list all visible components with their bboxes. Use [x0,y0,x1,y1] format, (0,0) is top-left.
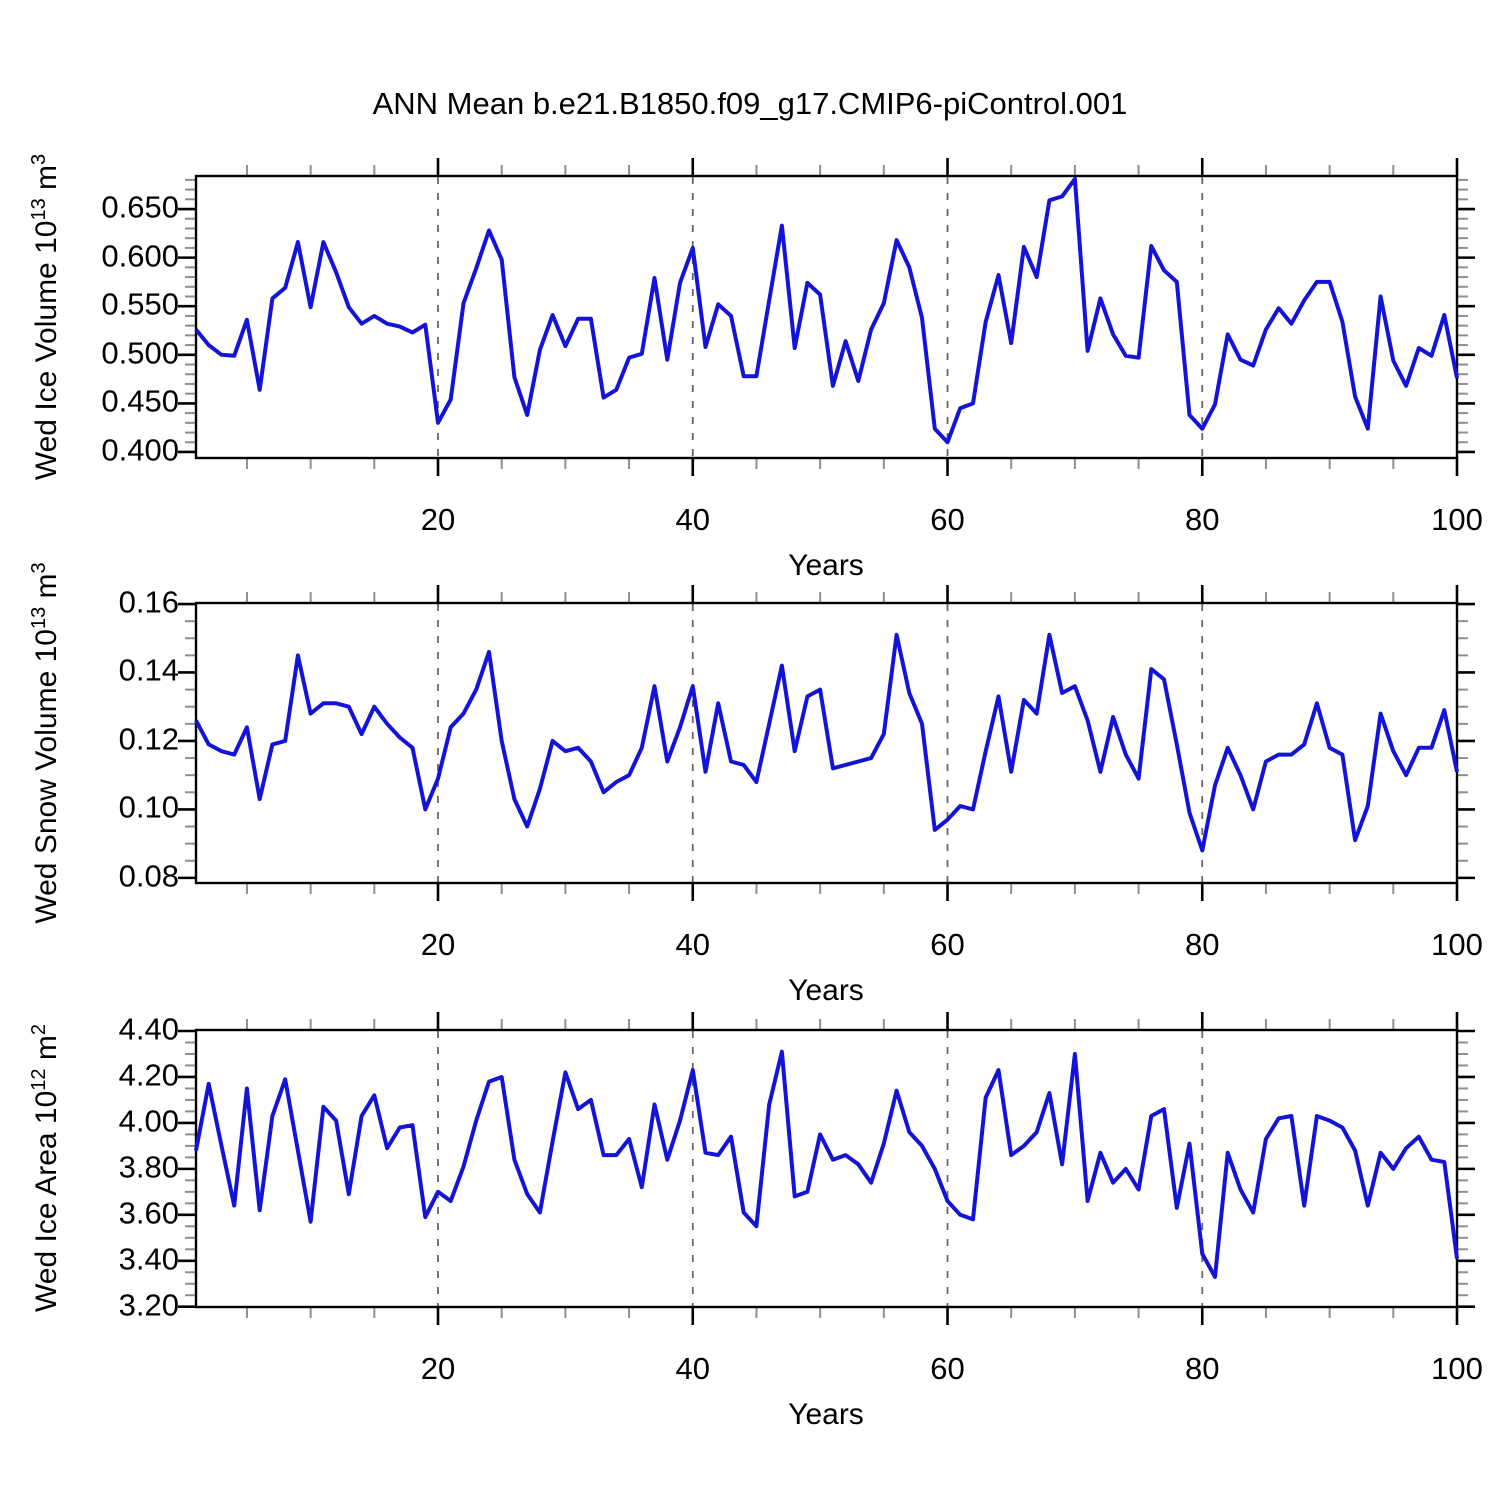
x-axis-label-years-plot3: Years [788,1398,864,1431]
x-axis-label-years-plot2: Years [788,974,864,1007]
y-tick-label: 4.20 [118,1057,179,1093]
y-tick-label: 0.500 [101,335,179,371]
y-tick-label: 0.450 [101,383,179,419]
x-tick-label: 100 [1431,927,1483,962]
plot-frame [194,1028,1459,1309]
x-tick-label: 40 [675,927,710,962]
plot-frame [194,174,1459,460]
x-tick-label: 20 [420,927,456,962]
x-tick-label: 60 [930,927,965,962]
x-tick-label: 80 [1185,1351,1220,1386]
y-tick-label: 0.550 [101,286,179,322]
x-tick-label: 100 [1431,1351,1483,1386]
data-line [194,632,1459,853]
y-tick-label: 0.16 [118,584,179,620]
y-tick-label: 4.40 [118,1011,179,1047]
y-tick-label: 0.400 [101,432,179,468]
x-axis-label-years-plot1: Years [788,549,864,582]
y-tick-label: 3.40 [118,1241,179,1277]
y-tick-label: 4.00 [118,1103,179,1139]
y-tick-label: 0.12 [118,721,179,757]
y-tick-label: 0.10 [118,789,179,825]
x-tick-label: 20 [420,502,456,537]
y-tick-label: 3.60 [118,1195,179,1231]
y-axis-label-exponent: 13 [28,198,50,221]
x-tick-label: 40 [675,502,710,537]
x-tick-label: 100 [1431,502,1483,537]
y-tick-label: 0.600 [101,238,179,274]
x-tick-label: 80 [1185,927,1220,962]
y-axis-label-exponent: 13 [28,606,50,630]
x-tick-label: 60 [930,1351,965,1386]
y-tick-label: 3.80 [118,1149,179,1185]
plot-frame [194,601,1459,885]
figure-title: ANN Mean b.e21.B1850.f09_g17.CMIP6-piCon… [372,86,1128,121]
y-tick-label: 3.20 [118,1287,179,1323]
data-line [194,176,1459,445]
x-tick-label: 20 [420,1351,456,1386]
y-tick-label: 0.650 [101,189,179,225]
x-tick-label: 40 [675,1351,710,1386]
data-line [194,1049,1459,1279]
y-tick-label: 0.08 [118,858,179,894]
y-axis-label-unit-exponent: 3 [28,562,50,574]
x-tick-label: 80 [1185,502,1220,537]
y-tick-label: 0.14 [118,653,179,689]
y-axis-label-unit-exponent: 2 [28,1024,50,1036]
x-tick-label: 60 [930,502,965,537]
y-axis-label-exponent: 12 [28,1068,50,1091]
y-axis-label-unit-exponent: 3 [28,153,50,165]
